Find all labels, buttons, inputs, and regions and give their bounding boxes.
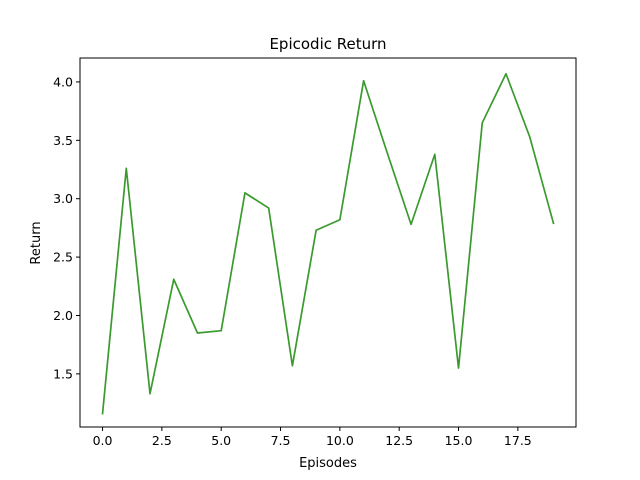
y-tick-label: 3.0	[53, 191, 73, 206]
axes-frame	[79, 57, 577, 428]
x-axis-title: Episodes	[299, 456, 357, 471]
x-tick-label: 15.0	[445, 433, 473, 448]
y-tick-label: 2.0	[53, 308, 73, 323]
y-tick-label: 3.5	[53, 133, 73, 148]
x-tick-label: 0.0	[93, 433, 113, 448]
x-tick-label: 5.0	[211, 433, 231, 448]
series-line-0	[101, 72, 555, 415]
x-tick-label: 2.5	[152, 433, 172, 448]
x-tick-label: 17.5	[504, 433, 532, 448]
y-tick-label: 1.5	[53, 366, 73, 381]
chart-title: Epicodic Return	[269, 35, 386, 53]
y-axis-title: Return	[29, 221, 44, 264]
y-tick-label: 2.5	[53, 250, 73, 265]
x-tick-label: 7.5	[271, 433, 291, 448]
y-axis: 1.5 2.0 2.5 3.0 3.5 4.0	[53, 74, 80, 381]
x-axis: 0.0 2.5 5.0 7.5 10.0 12.5 15.0 17.5	[93, 427, 532, 448]
x-tick-label: 12.5	[385, 433, 413, 448]
x-tick-label: 10.0	[326, 433, 354, 448]
y-tick-label: 4.0	[53, 74, 73, 89]
plot-area	[79, 57, 577, 428]
